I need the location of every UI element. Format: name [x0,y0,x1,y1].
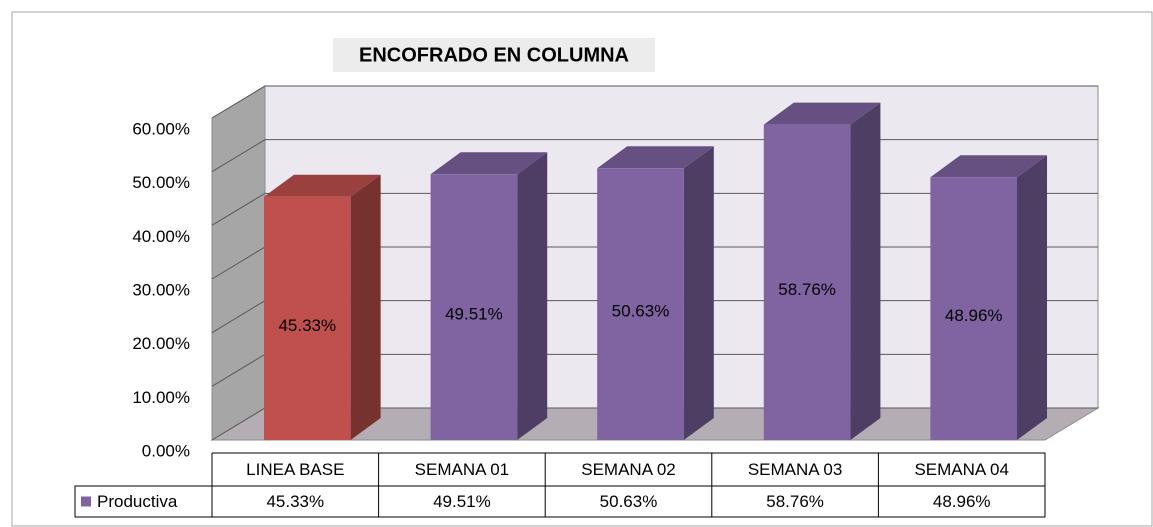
data-label: 49.51% [445,305,503,324]
data-label: 45.33% [278,316,336,335]
bar [430,174,518,440]
y-tick-label: 60.00% [132,119,190,138]
y-tick-label: 50.00% [132,173,190,192]
x-tick-label: LINEA BASE [246,460,344,479]
x-tick-label: SEMANA 01 [415,460,510,479]
bar-top [597,146,714,169]
bar-top [430,152,548,175]
table-value: 50.63% [600,492,658,511]
title-box [333,38,655,72]
chart-title: ENCOFRADO EN COLUMNA [359,44,629,66]
table-border [74,452,1046,518]
table-value: 49.51% [433,492,491,511]
bar [930,177,1018,441]
grid-line [211,85,1098,119]
y-tick-label: 10.00% [132,388,190,407]
legend-swatch [81,496,91,507]
x-tick-label: SEMANA 03 [748,460,843,479]
data-label: 50.63% [612,302,670,321]
y-tick-label: 40.00% [132,227,190,246]
bar [597,168,684,441]
legend-label: Productiva [97,492,178,511]
bar-side [850,102,881,440]
bar-top [263,174,381,197]
bar-top [930,155,1048,178]
data-label: 48.96% [945,306,1003,325]
y-tick-label: 0.00% [142,441,190,460]
y-tick-label: 30.00% [132,280,190,299]
table-value: 45.33% [266,492,324,511]
x-tick-label: SEMANA 02 [581,460,676,479]
data-label: 58.76% [778,280,836,299]
bar-side [517,152,548,441]
y-tick-label: 20.00% [132,334,190,353]
table-value: 48.96% [933,492,991,511]
bar-side [1017,155,1048,441]
bar [263,196,351,440]
bar-top [763,102,881,125]
bar-side [683,146,714,441]
x-tick-label: SEMANA 04 [914,460,1009,479]
bar [763,124,851,440]
bar-side [350,174,381,440]
table-value: 58.76% [766,492,824,511]
